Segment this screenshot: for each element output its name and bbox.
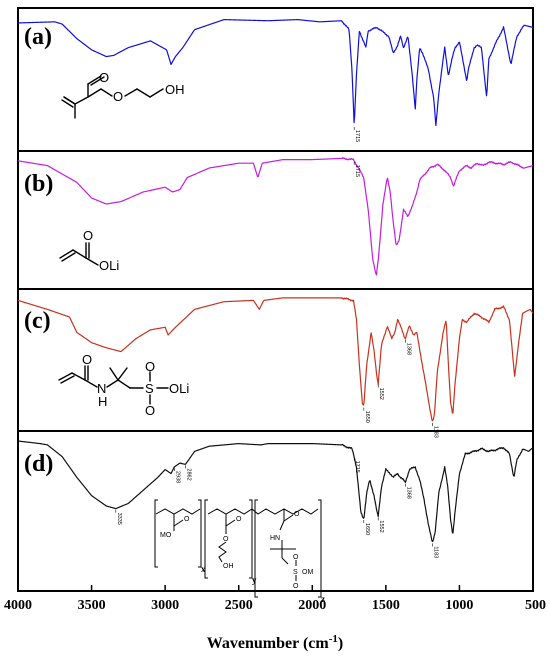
amps-s: S [145, 381, 154, 396]
amps-carbonyl-o: O [82, 352, 92, 367]
x-tick-label-500: 500 [525, 598, 546, 613]
copolymer-y-o1: O [236, 516, 242, 523]
peak-label-c-1650: 1650 [364, 411, 370, 423]
hema-hydroxyl: OH [165, 82, 185, 97]
peak-label-c-1552: 1552 [378, 388, 384, 400]
amps-sulfonyl-o-top: O [145, 359, 155, 374]
structure-hema: O O OH [61, 70, 185, 119]
copolymer-mo: MO [160, 532, 172, 539]
copolymer-z-o: O [294, 511, 300, 518]
spectrum-line-d [17, 440, 534, 543]
x-tick-label-3000: 3000 [151, 598, 179, 613]
panel-label-d: (d) [24, 451, 53, 477]
x-axis-title-sup: -1 [329, 633, 338, 645]
structure-copolymer: MO O x O O OH y O HN S O O OM z [154, 499, 325, 604]
structure-lithium-acrylate: O OLi [59, 228, 119, 273]
spectrum-line-a [17, 19, 534, 127]
x-tick-label-1500: 1500 [372, 598, 400, 613]
x-axis-title-end: ) [338, 635, 343, 652]
panel-label-c: (c) [24, 308, 51, 334]
peak-label-d-2938: 2938 [174, 471, 180, 483]
spectrum-line-b [17, 156, 534, 276]
copolymer-z-s: S [293, 569, 298, 576]
peak-label-a-1715: 1715 [354, 130, 360, 142]
copolymer-z-hn: HN [270, 535, 280, 542]
amps-h: H [98, 394, 107, 409]
x-axis-ticks: 4000 3500 3000 2500 2000 1500 1000 500 [4, 585, 546, 613]
copolymer-y-o2: O [223, 536, 229, 543]
plot-frame [17, 7, 534, 592]
panel-label-b: (b) [24, 171, 53, 197]
copolymer-z-sub: z [321, 594, 325, 604]
x-axis-title: Wavenumber (cm-1) [207, 633, 343, 652]
copolymer-z-o2: O [293, 583, 299, 590]
x-tick-label-4000: 4000 [4, 598, 32, 613]
spectrum-line-c [17, 297, 534, 422]
acrylate-oli: OLi [99, 258, 119, 273]
peak-label-d-1715: 1715 [354, 461, 360, 473]
copolymer-z-om: OM [302, 569, 313, 576]
peak-label-d-1183: 1183 [433, 546, 439, 558]
hema-carbonyl-o: O [99, 70, 109, 85]
structure-amps-li: O N H S O O OLi [58, 352, 189, 418]
peak-label-b-1715: 1715 [354, 165, 360, 177]
peak-label-d-1650: 1650 [364, 523, 370, 535]
copolymer-z-o1: O [293, 554, 299, 561]
peak-label-d-2862: 2862 [185, 468, 191, 480]
peak-label-d-1552: 1552 [378, 520, 384, 532]
peak-labels-layer: 1715 1715 1650 1552 1368 1183 3335 2938 2862 1715… [115, 127, 439, 558]
x-tick-label-2000: 2000 [298, 598, 326, 613]
x-tick-label-1000: 1000 [445, 598, 473, 613]
x-tick-label-3500: 3500 [78, 598, 106, 613]
spectra-layer [17, 19, 534, 543]
x-tick-label-2500: 2500 [225, 598, 253, 613]
copolymer-y-oh: OH [223, 563, 234, 570]
amps-oli: OLi [169, 381, 189, 396]
acrylate-carbonyl-o: O [83, 228, 93, 243]
amps-sulfonyl-o-bottom: O [145, 403, 155, 418]
peak-label-d-1368: 1368 [405, 487, 411, 499]
x-axis-title-main: Wavenumber (cm [207, 635, 330, 652]
peak-label-c-1368: 1368 [405, 343, 411, 355]
hema-ester-o: O [113, 89, 123, 104]
copolymer-x-o: O [184, 516, 190, 523]
peak-label-c-1183: 1183 [433, 426, 439, 438]
peak-label-d-3335: 3335 [116, 513, 122, 525]
amps-n: N [97, 381, 106, 396]
copolymer-y-sub: y [252, 575, 257, 585]
panel-label-a: (a) [24, 24, 52, 50]
copolymer-x-sub: x [201, 564, 206, 574]
